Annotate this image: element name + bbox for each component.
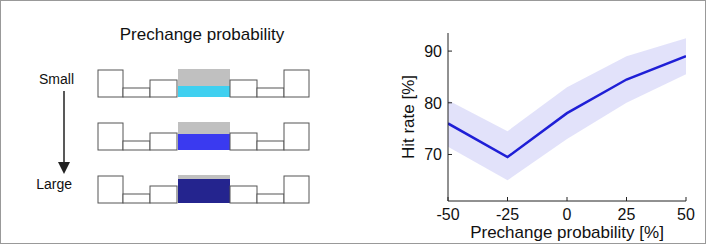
x-tick-label: -25 xyxy=(496,206,519,223)
change-bar xyxy=(178,86,230,97)
y-tick-label: 90 xyxy=(424,43,442,60)
x-tick xyxy=(507,197,508,201)
y-tick xyxy=(448,102,452,103)
box xyxy=(123,141,150,150)
stimulus-row xyxy=(98,69,309,97)
x-tick xyxy=(567,197,568,201)
stimulus-row xyxy=(98,122,309,150)
change-bar xyxy=(178,179,230,203)
box xyxy=(98,176,123,203)
y-tick xyxy=(448,154,452,155)
box xyxy=(257,141,284,150)
x-axis-label: Prechange probability [%] xyxy=(470,223,664,242)
large-label: Large xyxy=(36,176,72,192)
y-axis-label: Hit rate [%] xyxy=(399,75,418,159)
box xyxy=(257,88,284,97)
figure-frame xyxy=(1,1,706,244)
x-tick xyxy=(448,197,449,201)
box xyxy=(284,70,309,97)
x-tick-label: 25 xyxy=(618,206,636,223)
figure: Prechange probability Small Large 70 80 90 -50… xyxy=(0,0,706,244)
x-tick xyxy=(626,197,627,201)
y-tick xyxy=(448,51,452,52)
ci-band xyxy=(448,38,686,180)
gray-bar xyxy=(178,175,230,179)
box xyxy=(230,80,257,97)
gray-bar xyxy=(178,69,230,86)
arrow-head xyxy=(58,162,70,174)
x-tick-label: 50 xyxy=(677,206,695,223)
diagram-title: Prechange probability xyxy=(120,25,285,44)
small-label: Small xyxy=(39,71,74,87)
box xyxy=(284,176,309,203)
x-tick-label: 0 xyxy=(563,206,572,223)
box xyxy=(230,133,257,150)
line xyxy=(448,56,686,157)
y-axis xyxy=(448,33,449,201)
change-bar xyxy=(178,134,230,150)
gray-bar xyxy=(178,122,230,134)
stimulus-row xyxy=(98,175,309,203)
box xyxy=(123,194,150,203)
box xyxy=(123,88,150,97)
box xyxy=(150,133,177,150)
plot-area xyxy=(448,38,686,180)
y-tick-label: 80 xyxy=(424,95,442,112)
box xyxy=(150,186,177,203)
box xyxy=(150,80,177,97)
box xyxy=(284,123,309,150)
box xyxy=(98,70,123,97)
y-tick-label: 70 xyxy=(424,146,442,163)
box xyxy=(257,194,284,203)
x-tick-label: -50 xyxy=(436,206,459,223)
x-tick xyxy=(686,197,687,201)
arrow-shaft xyxy=(63,91,65,166)
box xyxy=(98,123,123,150)
box xyxy=(230,186,257,203)
